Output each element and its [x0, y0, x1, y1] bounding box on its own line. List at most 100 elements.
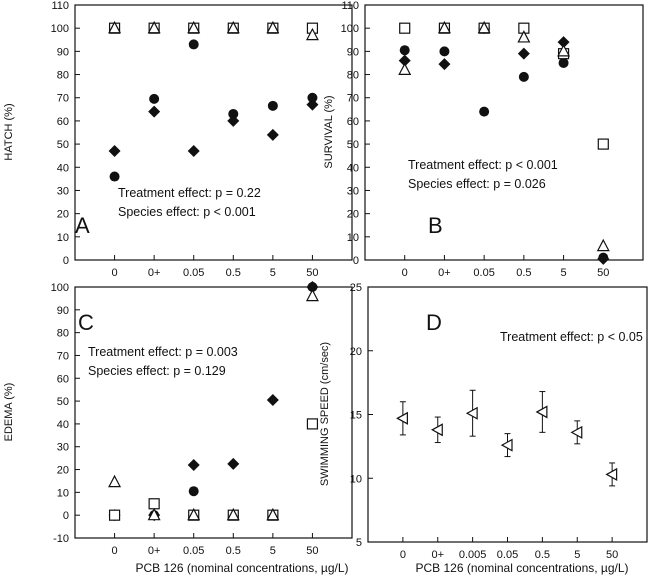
y-tick-label: 50: [57, 139, 69, 151]
data-point-circle-filled: [149, 93, 160, 104]
x-tick-label: 0.5: [226, 545, 241, 557]
chart-panel-b: 0 10 20 30 40 50 60 70 80 90 100 110 0 0+ 0.05 0.5 5 50 SU…: [323, 0, 644, 279]
data-point-circle-filled: [188, 39, 199, 50]
data-point-triangle-open: [477, 20, 491, 34]
data-point-circle-filled: [479, 106, 490, 117]
x-tick-label: 5: [574, 549, 580, 561]
data-point-diamond-filled: [438, 58, 451, 71]
data-point-diamond-filled: [187, 458, 200, 471]
x-tick-label: 0.05: [183, 545, 204, 557]
x-tick-label: 5: [561, 267, 567, 279]
x-tick-label: 50: [606, 549, 618, 561]
x-tick-label: 5: [270, 267, 276, 279]
data-point-triangle-open: [596, 238, 610, 252]
data-point-diamond-filled: [517, 47, 530, 60]
data-point-triangle-open: [147, 20, 161, 34]
x-tick-label: 0.005: [459, 549, 487, 561]
x-tick-label: 0+: [438, 267, 451, 279]
data-point-circle-filled: [267, 100, 278, 111]
y-tick-label: 10: [347, 232, 359, 244]
data-point-triangle-left-open: [570, 425, 583, 439]
data-point-square-open: [399, 22, 411, 34]
data-point-triangle-left-open: [465, 406, 478, 420]
y-tick-label: 40: [57, 419, 69, 431]
x-tick-label: 0: [112, 267, 118, 279]
y-tick-label: 100: [51, 23, 69, 35]
y-tick-label: 90: [57, 46, 69, 58]
plot-frame: [74, 286, 353, 539]
data-point-square-open: [148, 498, 160, 510]
x-tick-label: 0+: [431, 549, 444, 561]
plot-frame: [74, 4, 353, 261]
y-tick-label: 20: [57, 465, 69, 477]
y-tick-label: 25: [350, 282, 362, 294]
y-tick-label: 60: [57, 373, 69, 385]
y-tick-label: 80: [347, 70, 359, 82]
data-point-triangle-open: [517, 30, 531, 43]
data-point-diamond-filled: [306, 281, 319, 293]
y-tick-label: 30: [347, 185, 359, 197]
y-tick-label: 110: [51, 0, 69, 12]
y-tick-label: 50: [57, 396, 69, 408]
x-axis-title-right: PCB 126 (nominal concentrations, µg/L): [415, 561, 628, 575]
y-tick-label: 0: [353, 255, 359, 267]
data-point-diamond-filled: [227, 457, 240, 470]
x-tick-label: 0: [400, 549, 406, 561]
data-point-circle-filled: [228, 108, 239, 119]
chart-panel-d: 5 10 15 20 25 0 0+ 0.005 0.05 0.5 5 50 SWIMMING SPEE…: [319, 282, 648, 561]
plot-frame: [364, 4, 644, 261]
y-tick-label: 90: [57, 305, 69, 317]
y-tick-label: 20: [350, 346, 362, 358]
y-tick-label: 60: [347, 116, 359, 128]
data-point-diamond-filled: [266, 128, 279, 141]
y-tick-label: 0: [63, 255, 69, 267]
data-point-triangle-open: [226, 20, 240, 34]
y-tick-label: 30: [57, 442, 69, 454]
y-tick-label: 70: [57, 93, 69, 105]
y-tick-label: 70: [57, 350, 69, 362]
stats-annotation: Species effect: p = 0.129: [88, 364, 226, 378]
data-point-triangle-open: [147, 507, 161, 521]
stats-annotation: Species effect: p < 0.001: [118, 205, 256, 219]
y-axis-label: EDEMA (%): [3, 383, 15, 442]
data-point-triangle-open: [108, 20, 122, 34]
data-point-diamond-filled: [266, 393, 279, 406]
data-point-triangle-left-open: [605, 467, 618, 481]
y-tick-label: 10: [350, 473, 362, 485]
data-point-diamond-filled: [187, 145, 200, 158]
data-point-triangle-left-open: [535, 405, 548, 419]
x-tick-label: 0.05: [183, 267, 204, 279]
data-point-circle-filled: [109, 171, 120, 182]
data-point-triangle-left-open: [396, 411, 408, 425]
plot-frame: [367, 286, 648, 543]
data-point-diamond-filled: [148, 105, 161, 118]
x-tick-label: 50: [597, 267, 609, 279]
x-tick-label: 50: [306, 545, 318, 557]
data-point-triangle-open: [305, 27, 319, 41]
y-tick-label: 15: [350, 410, 362, 422]
x-tick-label: 0.5: [516, 267, 531, 279]
panel-label: D: [426, 310, 442, 335]
data-point-circle-filled: [558, 57, 569, 68]
x-tick-label: 0.5: [535, 549, 550, 561]
x-tick-label: 50: [306, 267, 318, 279]
data-point-diamond-filled: [306, 98, 319, 111]
x-tick-label: 0+: [148, 267, 161, 279]
x-tick-label: 0: [402, 267, 408, 279]
y-tick-label: 60: [57, 116, 69, 128]
y-tick-label: 70: [347, 93, 359, 105]
panel-label: A: [75, 213, 90, 238]
data-point-circle-filled: [518, 71, 529, 82]
data-point-triangle-open: [437, 20, 451, 34]
data-point-circle-filled: [188, 486, 199, 497]
y-tick-label: 5: [356, 537, 362, 549]
data-point-triangle-open: [398, 62, 412, 76]
x-tick-label: 5: [270, 545, 276, 557]
y-tick-label: 50: [347, 139, 359, 151]
data-point-square-open: [108, 509, 121, 521]
data-point-triangle-left-open: [500, 438, 513, 452]
stats-annotation: Treatment effect: p = 0.22: [118, 186, 261, 200]
y-tick-label: 10: [57, 487, 69, 499]
data-point-triangle-open: [557, 44, 571, 57]
